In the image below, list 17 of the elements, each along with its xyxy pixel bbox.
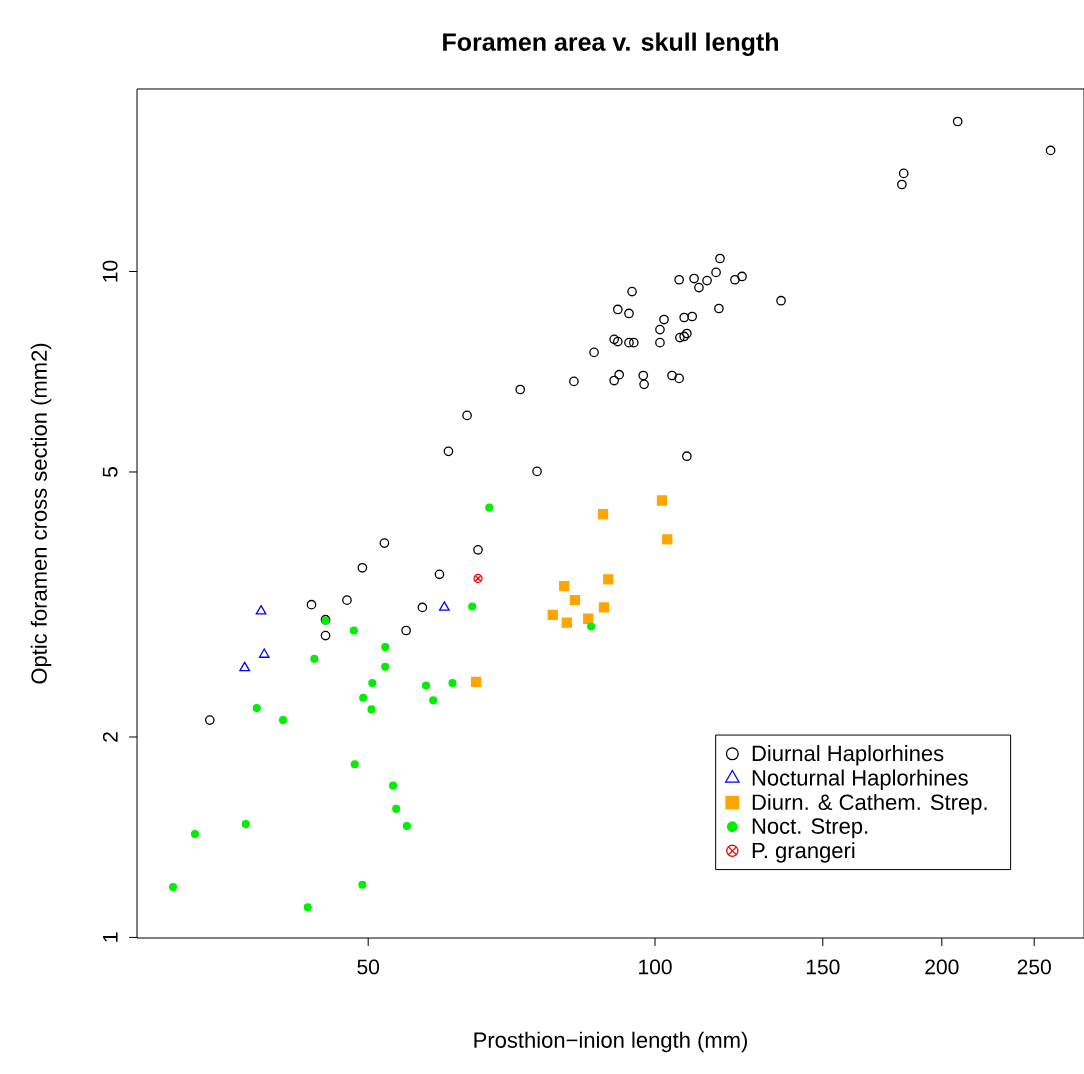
x-tick-label: 100 [639, 959, 672, 975]
legend-label: Diurnal Haplorhines [752, 745, 944, 766]
chart-title: Foramen area v. skull length [443, 32, 778, 56]
x-tick-label: 50 [357, 959, 380, 975]
y-tick-label: 10 [102, 260, 118, 282]
y-tick-label: 1 [103, 932, 118, 942]
x-tick-label: 200 [925, 959, 959, 975]
x-tick-label: 250 [1017, 959, 1051, 975]
legend-label: Diurn. & Cathem. Strep. [752, 793, 987, 815]
y-tick-label: 2 [102, 732, 118, 742]
y-tick-label: 5 [102, 467, 118, 477]
y-axis-title: Optic foramen cross section (mm2) [30, 343, 52, 684]
legend-label: P. grangeri [752, 842, 855, 863]
legend-label: Nocturnal Haplorhines [752, 769, 968, 790]
x-axis-title: Prosthion−inion length (mm) [474, 1031, 747, 1053]
legend-label: Noct. Strep. [752, 818, 868, 839]
x-tick-label: 150 [806, 959, 840, 975]
